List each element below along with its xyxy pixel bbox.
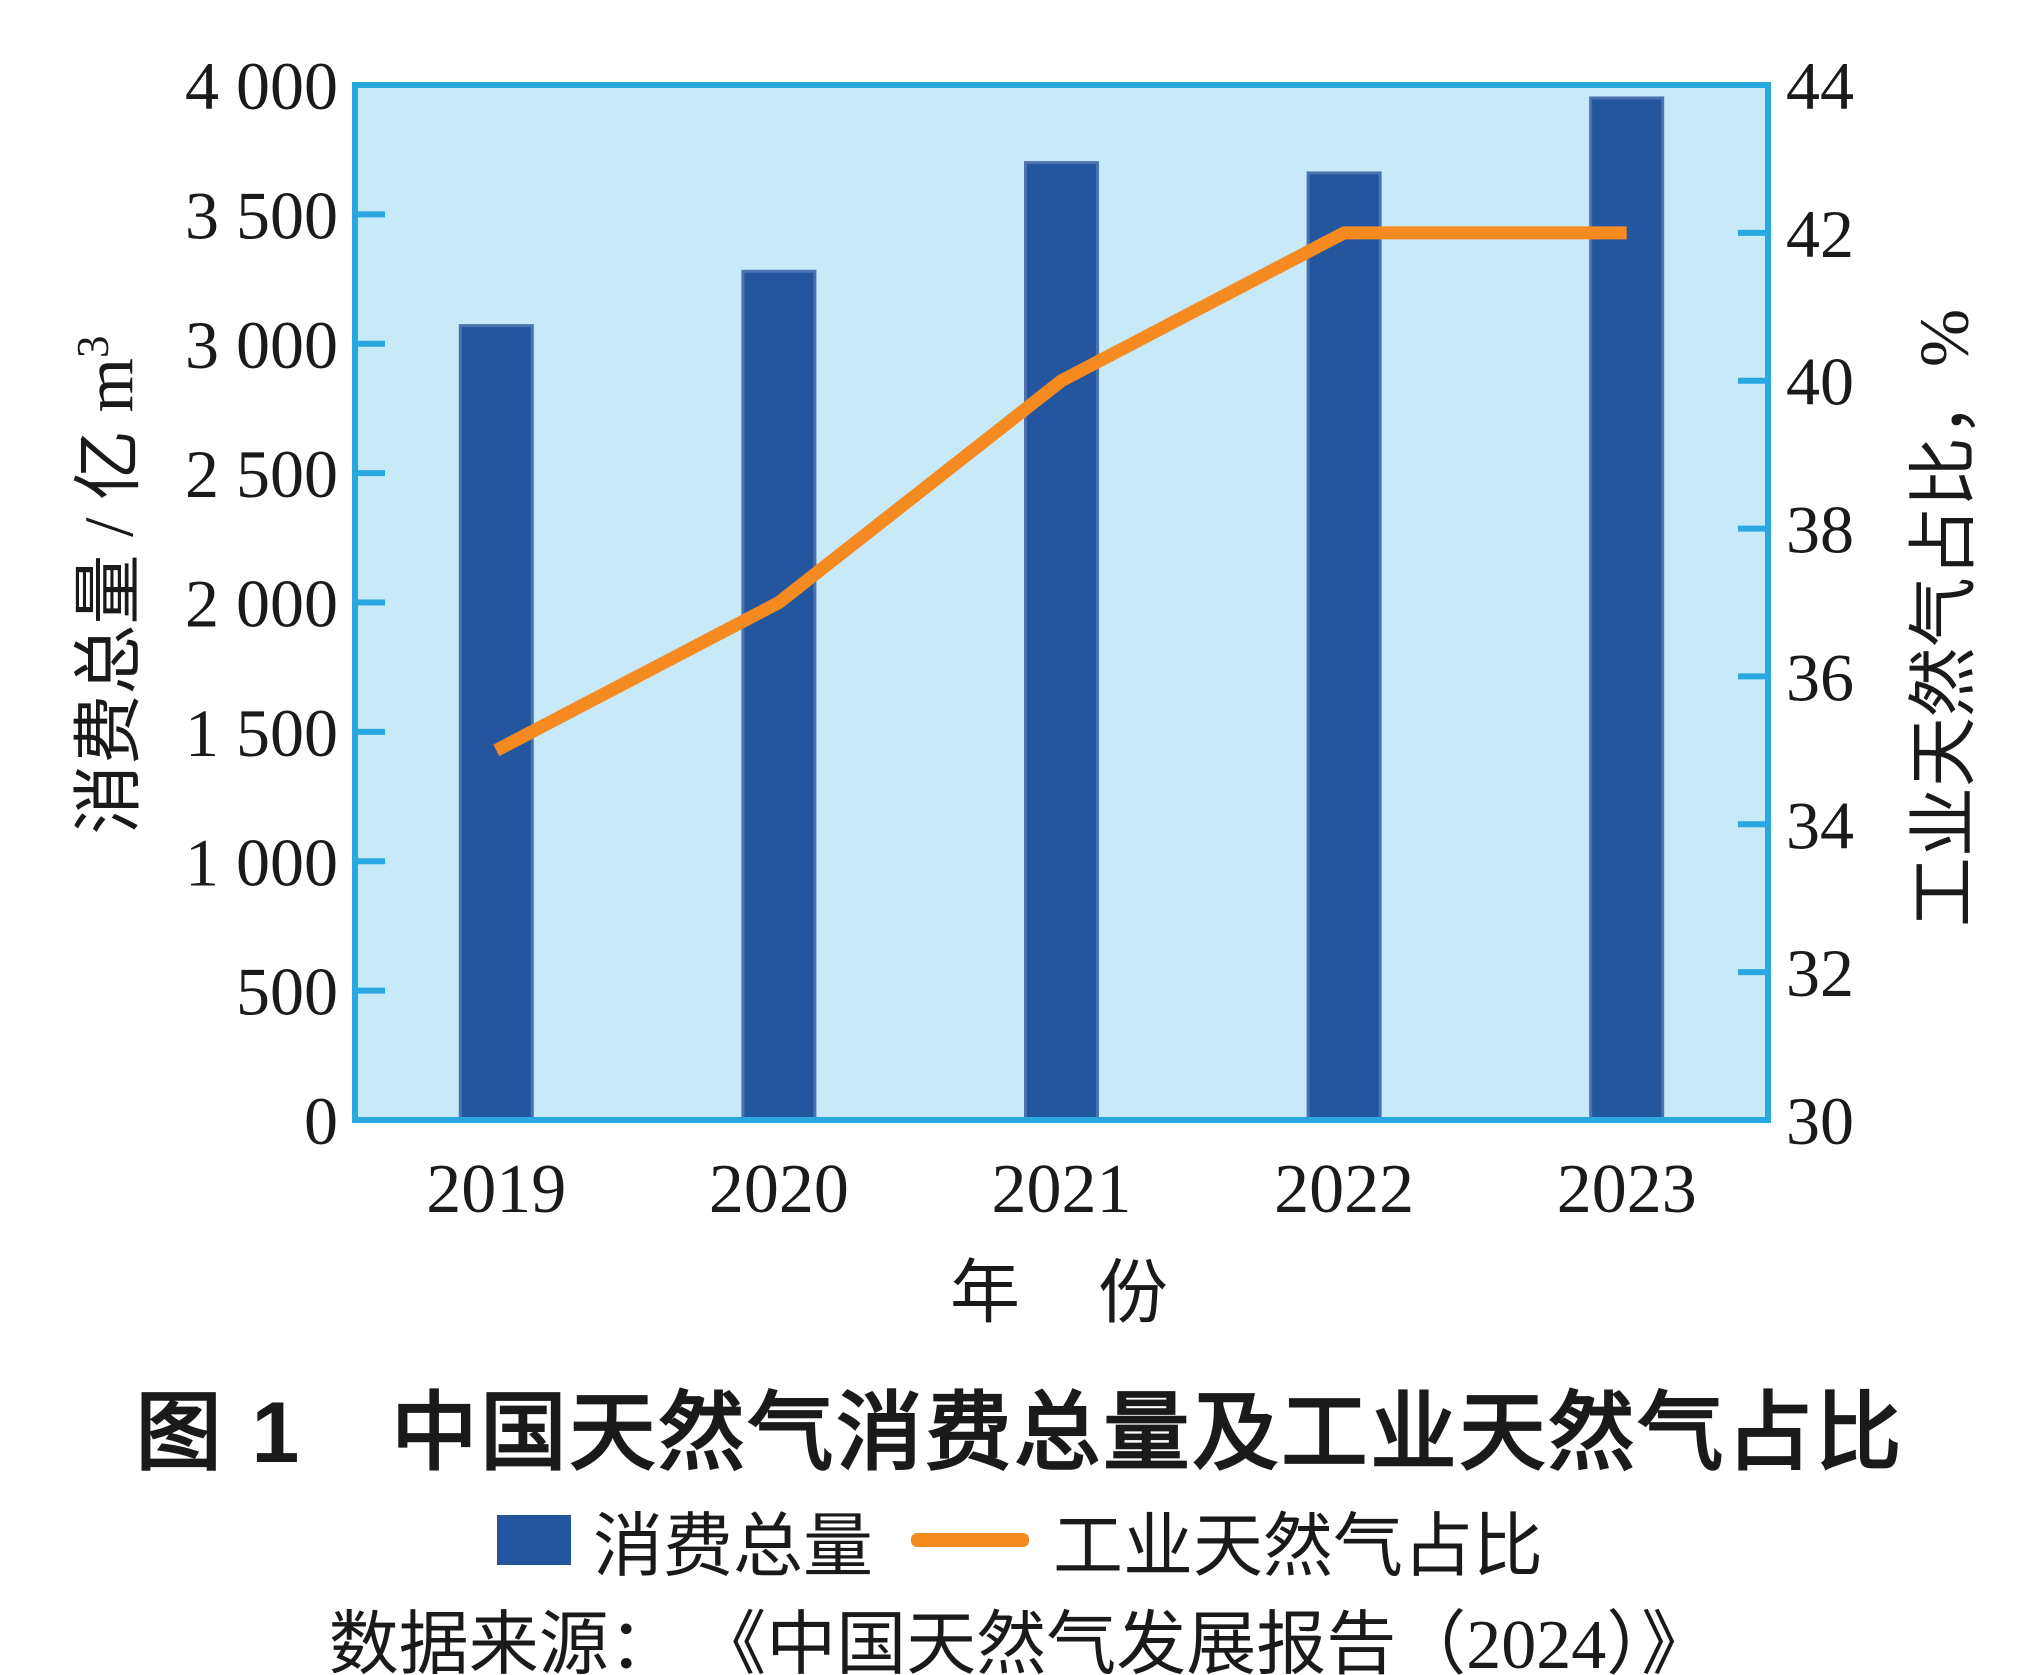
x-axis-title: 年 份 [950,1255,1172,1333]
bar-2022 [1306,171,1382,1122]
x-axis-tick-label: 2019 [426,1151,566,1228]
legend: 消费总量 工业天然气占比 [0,1498,2040,1586]
bar-2019 [458,324,534,1122]
legend-item-industrial-share: 工业天然气占比 [911,1490,1543,1591]
legend-bar-label: 消费总量 [593,1508,873,1586]
bar-2023 [1589,96,1665,1122]
left-axis-tick-label: 3 500 [185,177,338,253]
left-axis-title-text: 消费总量 / 亿 m [71,358,149,835]
x-axis-tick-label: 2023 [1557,1151,1697,1228]
right-axis-tick-label: 40 [1786,344,1854,420]
left-axis-tick-label: 2 500 [185,436,338,512]
bar-2021 [1024,161,1099,1122]
right-axis-tick-label: 30 [1786,1083,1854,1159]
right-axis-tick-label: 44 [1786,48,1854,124]
x-axis-tick-label: 2021 [992,1151,1132,1228]
legend-line-label: 工业天然气占比 [1053,1508,1543,1586]
right-axis-tick-label: 38 [1786,492,1854,568]
right-axis-tick-label: 34 [1786,787,1854,863]
left-axis-tick-label: 500 [236,954,338,1030]
left-axis-tick-label: 0 [304,1083,338,1159]
legend-item-consumption: 消费总量 [497,1490,873,1591]
right-axis-tick-label: 36 [1786,639,1854,715]
bar-swatch-icon [497,1515,571,1565]
left-axis-tick-label: 2 000 [185,566,338,642]
left-axis-tick-label: 3 000 [185,307,338,383]
left-axis-tick-label: 1 500 [185,695,338,771]
trend-line [493,226,1627,757]
left-axis-tick-label: 1 000 [185,824,338,900]
x-axis-tick-label: 2022 [1274,1151,1414,1228]
left-axis-tick-label: 4 000 [185,48,338,124]
x-axis-tick-label: 2020 [709,1151,849,1228]
left-axis-title: 消费总量 / 亿 m3 [53,336,154,835]
right-axis-title: 工业天然气占比，% [1906,308,1984,928]
line-swatch-icon [911,1533,1029,1547]
source-note: 数据来源： 《中国天然气发展报告（2024）》 [328,1607,1712,1675]
plot-border [352,82,1771,1123]
bar-2020 [741,269,817,1122]
figure-title: 图 1 中国天然气消费总量及工业天然气占比 [135,1385,1905,1481]
right-axis-tick-label: 32 [1786,935,1854,1011]
right-axis-tick-label: 42 [1786,196,1854,272]
left-axis-title-superscript: 3 [68,335,119,359]
